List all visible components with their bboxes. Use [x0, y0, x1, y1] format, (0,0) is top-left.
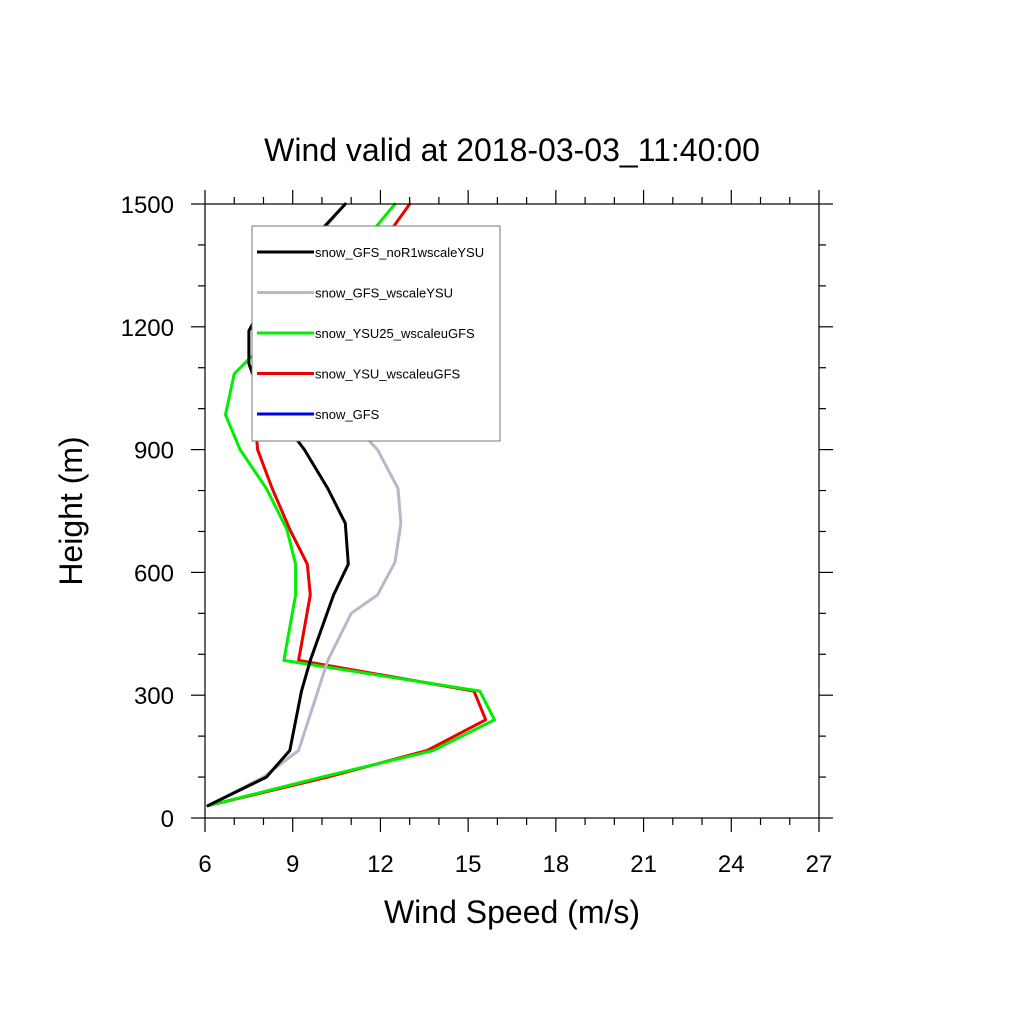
y-tick-label: 1200: [121, 315, 174, 342]
legend-label: snow_GFS_wscaleYSU: [315, 286, 453, 301]
x-tick-label: 21: [630, 851, 657, 878]
legend-label: snow_GFS_noR1wscaleYSU: [315, 245, 484, 260]
ticks-layer: [191, 190, 833, 832]
y-tick-label: 300: [134, 683, 174, 710]
y-tick-label: 600: [134, 560, 174, 587]
legend-label: snow_GFS: [315, 407, 380, 422]
legend-label: snow_YSU_wscaleuGFS: [315, 367, 461, 382]
x-tick-label: 27: [806, 851, 833, 878]
x-tick-label: 12: [367, 851, 394, 878]
x-tick-label: 9: [286, 851, 299, 878]
x-axis-label: Wind Speed (m/s): [384, 894, 640, 930]
x-tick-label: 15: [455, 851, 482, 878]
x-tick-label: 24: [718, 851, 745, 878]
plot-frame: [204, 203, 820, 819]
x-tick-label: 18: [543, 851, 570, 878]
y-tick-label: 1500: [121, 192, 174, 219]
legend: snow_GFS_noR1wscaleYSU snow_GFS_wscaleYSU…: [251, 225, 501, 442]
y-tick-labels: 0 300 600 900 1200 1500: [121, 192, 174, 833]
y-tick-label: 0: [161, 806, 174, 833]
legend-label: snow_YSU25_wscaleuGFS: [315, 326, 475, 341]
y-tick-label: 900: [134, 438, 174, 465]
x-tick-labels: 6 9 12 15 18 21 24 27: [198, 851, 832, 878]
chart-title: Wind valid at 2018-03-03_11:40:00: [264, 132, 760, 168]
x-tick-label: 6: [198, 851, 211, 878]
y-axis-label: Height (m): [53, 436, 89, 585]
